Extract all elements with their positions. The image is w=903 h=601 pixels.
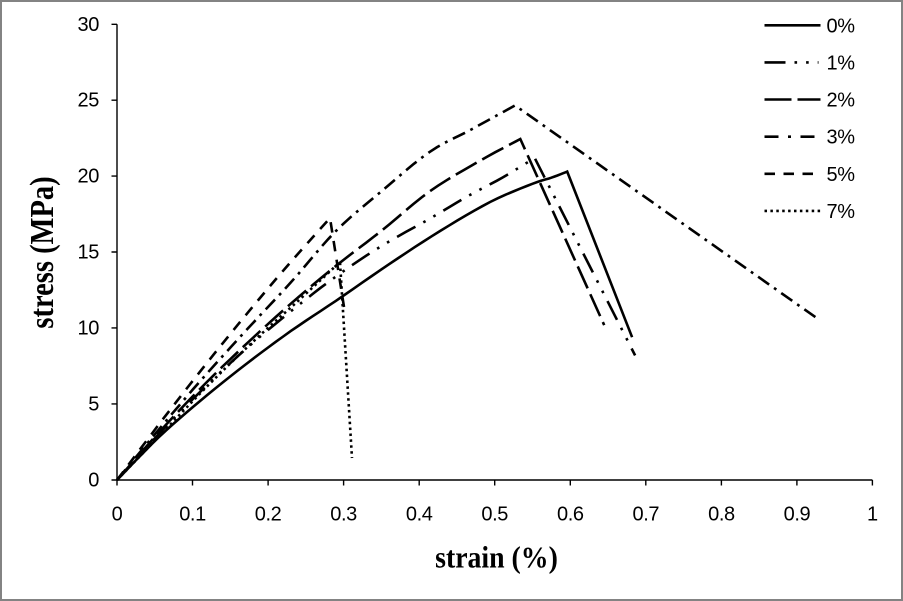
svg-text:5: 5: [88, 393, 99, 415]
svg-text:20: 20: [78, 166, 100, 188]
svg-text:5%: 5%: [827, 164, 856, 186]
svg-text:0.1: 0.1: [179, 503, 206, 525]
svg-text:0.5: 0.5: [481, 503, 508, 525]
svg-text:25: 25: [78, 90, 100, 112]
svg-text:0.4: 0.4: [406, 503, 433, 525]
svg-text:0.9: 0.9: [784, 503, 811, 525]
svg-text:3%: 3%: [827, 127, 856, 149]
svg-text:2%: 2%: [827, 90, 856, 112]
svg-text:0.6: 0.6: [557, 503, 584, 525]
svg-text:stress (MPa): stress (MPa): [23, 176, 61, 328]
svg-text:0: 0: [88, 470, 99, 492]
svg-text:1: 1: [867, 503, 878, 525]
svg-text:15: 15: [78, 242, 100, 264]
svg-text:0.7: 0.7: [632, 503, 659, 525]
svg-text:0: 0: [112, 503, 123, 525]
svg-text:7%: 7%: [827, 201, 856, 223]
svg-text:10: 10: [78, 317, 100, 339]
svg-text:1%: 1%: [827, 52, 856, 74]
svg-text:strain (%): strain (%): [435, 541, 558, 575]
svg-text:0.8: 0.8: [708, 503, 735, 525]
svg-text:0%: 0%: [827, 15, 856, 37]
svg-text:30: 30: [78, 14, 100, 36]
svg-text:0.3: 0.3: [330, 503, 357, 525]
svg-text:0.2: 0.2: [255, 503, 282, 525]
